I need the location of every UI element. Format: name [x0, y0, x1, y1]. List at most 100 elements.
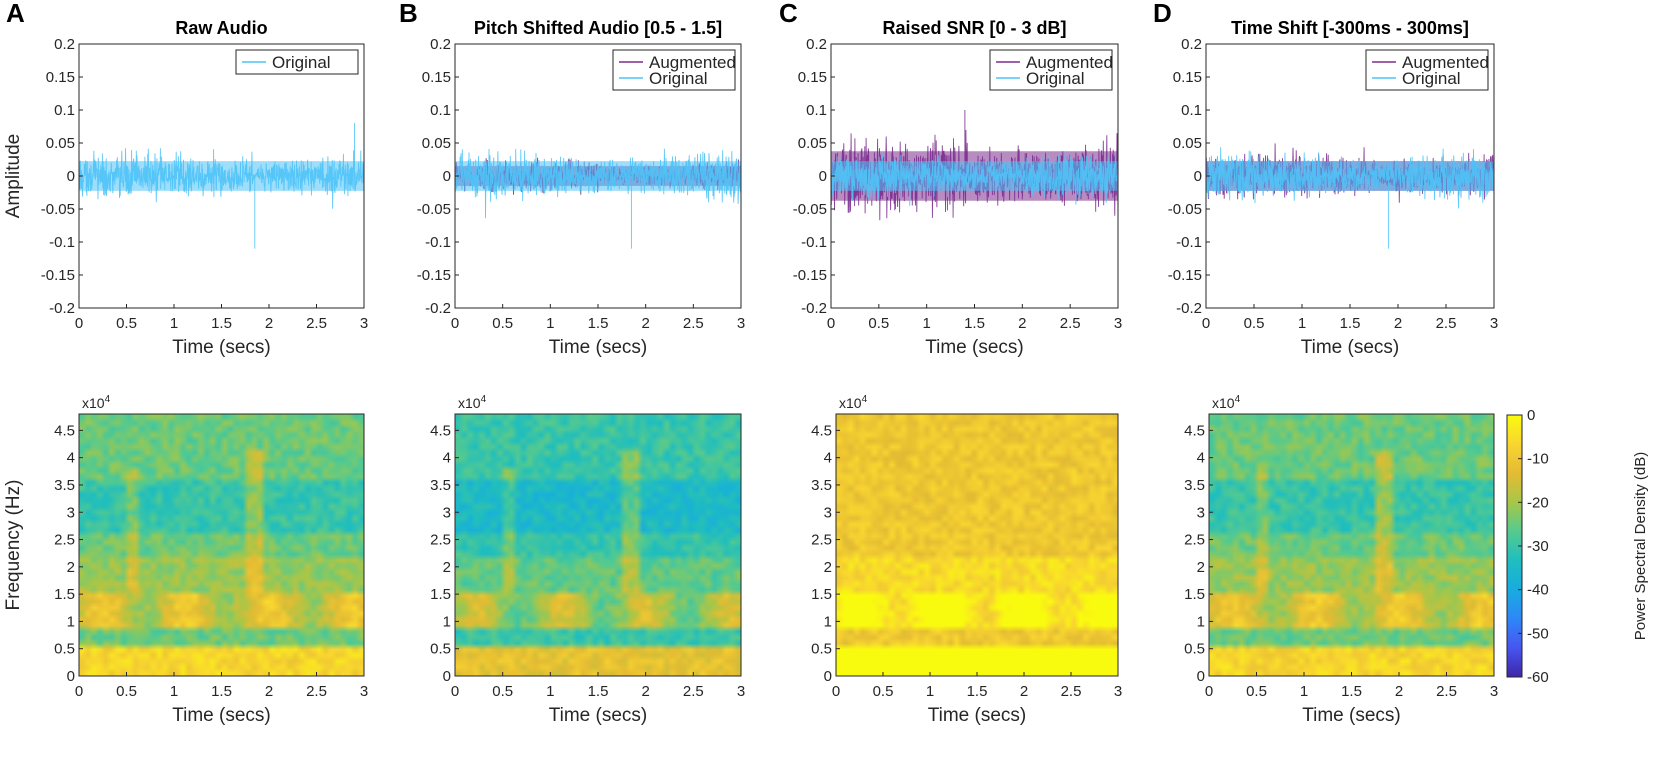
- y-tick-label: 0: [1197, 668, 1205, 685]
- y-tick-label: 4: [443, 450, 451, 467]
- x-tick-label: 0.5: [492, 683, 513, 700]
- x-tick-label: 0: [451, 315, 459, 332]
- y-tick-label: -0.2: [801, 300, 827, 317]
- y-tick-label: 4: [67, 450, 75, 467]
- y-tick-label: -0.05: [793, 201, 827, 218]
- colorbar-tick-label: -40: [1527, 582, 1549, 599]
- x-tick-label: 0.5: [1246, 683, 1267, 700]
- y-tick-label: -0.1: [49, 234, 75, 251]
- x-tick-label: 2: [641, 683, 649, 700]
- y-tick-label: 3: [824, 504, 832, 521]
- x-tick-label: 3: [360, 315, 368, 332]
- series-group: [831, 110, 1118, 221]
- y-multiplier: x104: [1212, 394, 1241, 411]
- x-tick-label: 1.5: [1340, 315, 1361, 332]
- spectrogram-image: [836, 414, 1118, 676]
- x-tick-label: 1.5: [588, 315, 609, 332]
- y-multiplier: x104: [839, 394, 868, 411]
- y-tick-label: 1.5: [54, 586, 75, 603]
- y-tick-label: -0.05: [41, 201, 75, 218]
- colorbar-tick-label: 0: [1527, 407, 1535, 424]
- y-tick-label: 2.5: [430, 532, 451, 549]
- series-group: [79, 123, 364, 249]
- x-tick-label: 0.5: [1244, 315, 1265, 332]
- colorbar-tick-label: -60: [1527, 669, 1549, 686]
- x-tick-label: 0: [827, 315, 835, 332]
- y-tick-label: 4.5: [1184, 422, 1205, 439]
- series-group: [455, 148, 741, 249]
- x-axis-label: Time (secs): [172, 705, 271, 726]
- y-tick-label: 4.5: [430, 422, 451, 439]
- waveform-panel-D: 0 0.5 1 1.5 2 2.5 3 -0.2 -0.15 -0.1 -0.05 0 0.05 0.1 0…: [1168, 18, 1498, 358]
- x-tick-label: 1.5: [967, 683, 988, 700]
- y-tick-label: 2.5: [54, 532, 75, 549]
- y-tick-label: 3: [443, 504, 451, 521]
- colorbar-tick-label: -30: [1527, 538, 1549, 555]
- y-tick-label: 0.15: [46, 69, 75, 86]
- y-tick-label: 1: [67, 613, 75, 630]
- x-tick-label: 1.5: [211, 683, 232, 700]
- y-tick-label: 0.15: [798, 69, 827, 86]
- x-tick-label: 0.5: [116, 683, 137, 700]
- x-axis-label: Time (secs): [928, 705, 1027, 726]
- panel-letter-D: D: [1153, 0, 1172, 28]
- panel-title: Time Shift [-300ms - 300ms]: [1231, 18, 1469, 38]
- y-tick-label: 0.2: [1181, 36, 1202, 53]
- y-tick-label: 0.15: [422, 69, 451, 86]
- spectrogram-image: [455, 414, 741, 676]
- x-tick-label: 2: [1020, 683, 1028, 700]
- legend-entry: Augmented: [1026, 53, 1113, 72]
- legend-box: [1365, 49, 1489, 91]
- x-tick-label: 2.5: [683, 315, 704, 332]
- legend-entry: Original: [272, 53, 331, 72]
- y-tick-label: -0.15: [41, 267, 75, 284]
- y-tick-label: 0: [443, 668, 451, 685]
- x-tick-label: 2: [265, 683, 273, 700]
- x-tick-label: 3: [1114, 683, 1122, 700]
- y-tick-label: 1.5: [811, 586, 832, 603]
- y-multiplier-exponent: 4: [105, 394, 111, 405]
- x-tick-label: 0: [1205, 683, 1213, 700]
- y-tick-label: -0.1: [1176, 234, 1202, 251]
- y-tick-label: 0.1: [430, 102, 451, 119]
- y-tick-label: 0.1: [1181, 102, 1202, 119]
- legend-entry: Augmented: [1402, 53, 1489, 72]
- x-axis-label: Time (secs): [549, 337, 648, 358]
- x-axis-label: Time (secs): [1302, 705, 1401, 726]
- colorbar-tick-label: -20: [1527, 494, 1549, 511]
- y-tick-label: 0.5: [811, 641, 832, 658]
- y-tick-label: -0.2: [49, 300, 75, 317]
- panel-letter-C: C: [779, 0, 798, 28]
- y-tick-label: 3.5: [811, 477, 832, 494]
- x-tick-label: 0.5: [873, 683, 894, 700]
- y-tick-label: 4: [824, 450, 832, 467]
- x-tick-label: 1: [922, 315, 930, 332]
- x-tick-label: 0: [832, 683, 840, 700]
- y-tick-label: -0.2: [1176, 300, 1202, 317]
- y-tick-label: 2: [1197, 559, 1205, 576]
- x-tick-label: 2.5: [1060, 315, 1081, 332]
- y-tick-label: -0.1: [801, 234, 827, 251]
- panel-letter-B: B: [399, 0, 418, 28]
- y-tick-label: 1: [824, 613, 832, 630]
- y-tick-label: 1.5: [430, 586, 451, 603]
- x-tick-label: 0: [1202, 315, 1210, 332]
- y-tick-label: 2.5: [811, 532, 832, 549]
- y-tick-label: -0.1: [425, 234, 451, 251]
- y-tick-label: 4: [1197, 450, 1205, 467]
- series-original-band: [1206, 161, 1494, 191]
- colorbar-bar: [1507, 415, 1522, 677]
- y-tick-label: -0.15: [1168, 267, 1202, 284]
- y-tick-label: 0: [443, 168, 451, 185]
- spectrogram-panel-SD: 0 0.5 1 1.5 2 2.5 3 0 0.5 1 1.5 2 2.5 3 3.5 4 4.5 x104 Tim…: [1184, 394, 1498, 726]
- legend-box: [989, 49, 1113, 91]
- x-tick-label: 0: [451, 683, 459, 700]
- spectrogram-image: [79, 414, 364, 676]
- x-tick-label: 1: [546, 315, 554, 332]
- y-tick-label: 0.5: [1184, 641, 1205, 658]
- y-tick-label: 3.5: [430, 477, 451, 494]
- y-tick-label: 0: [67, 168, 75, 185]
- y-tick-label: 0.5: [54, 641, 75, 658]
- y-tick-label: 0.15: [1173, 69, 1202, 86]
